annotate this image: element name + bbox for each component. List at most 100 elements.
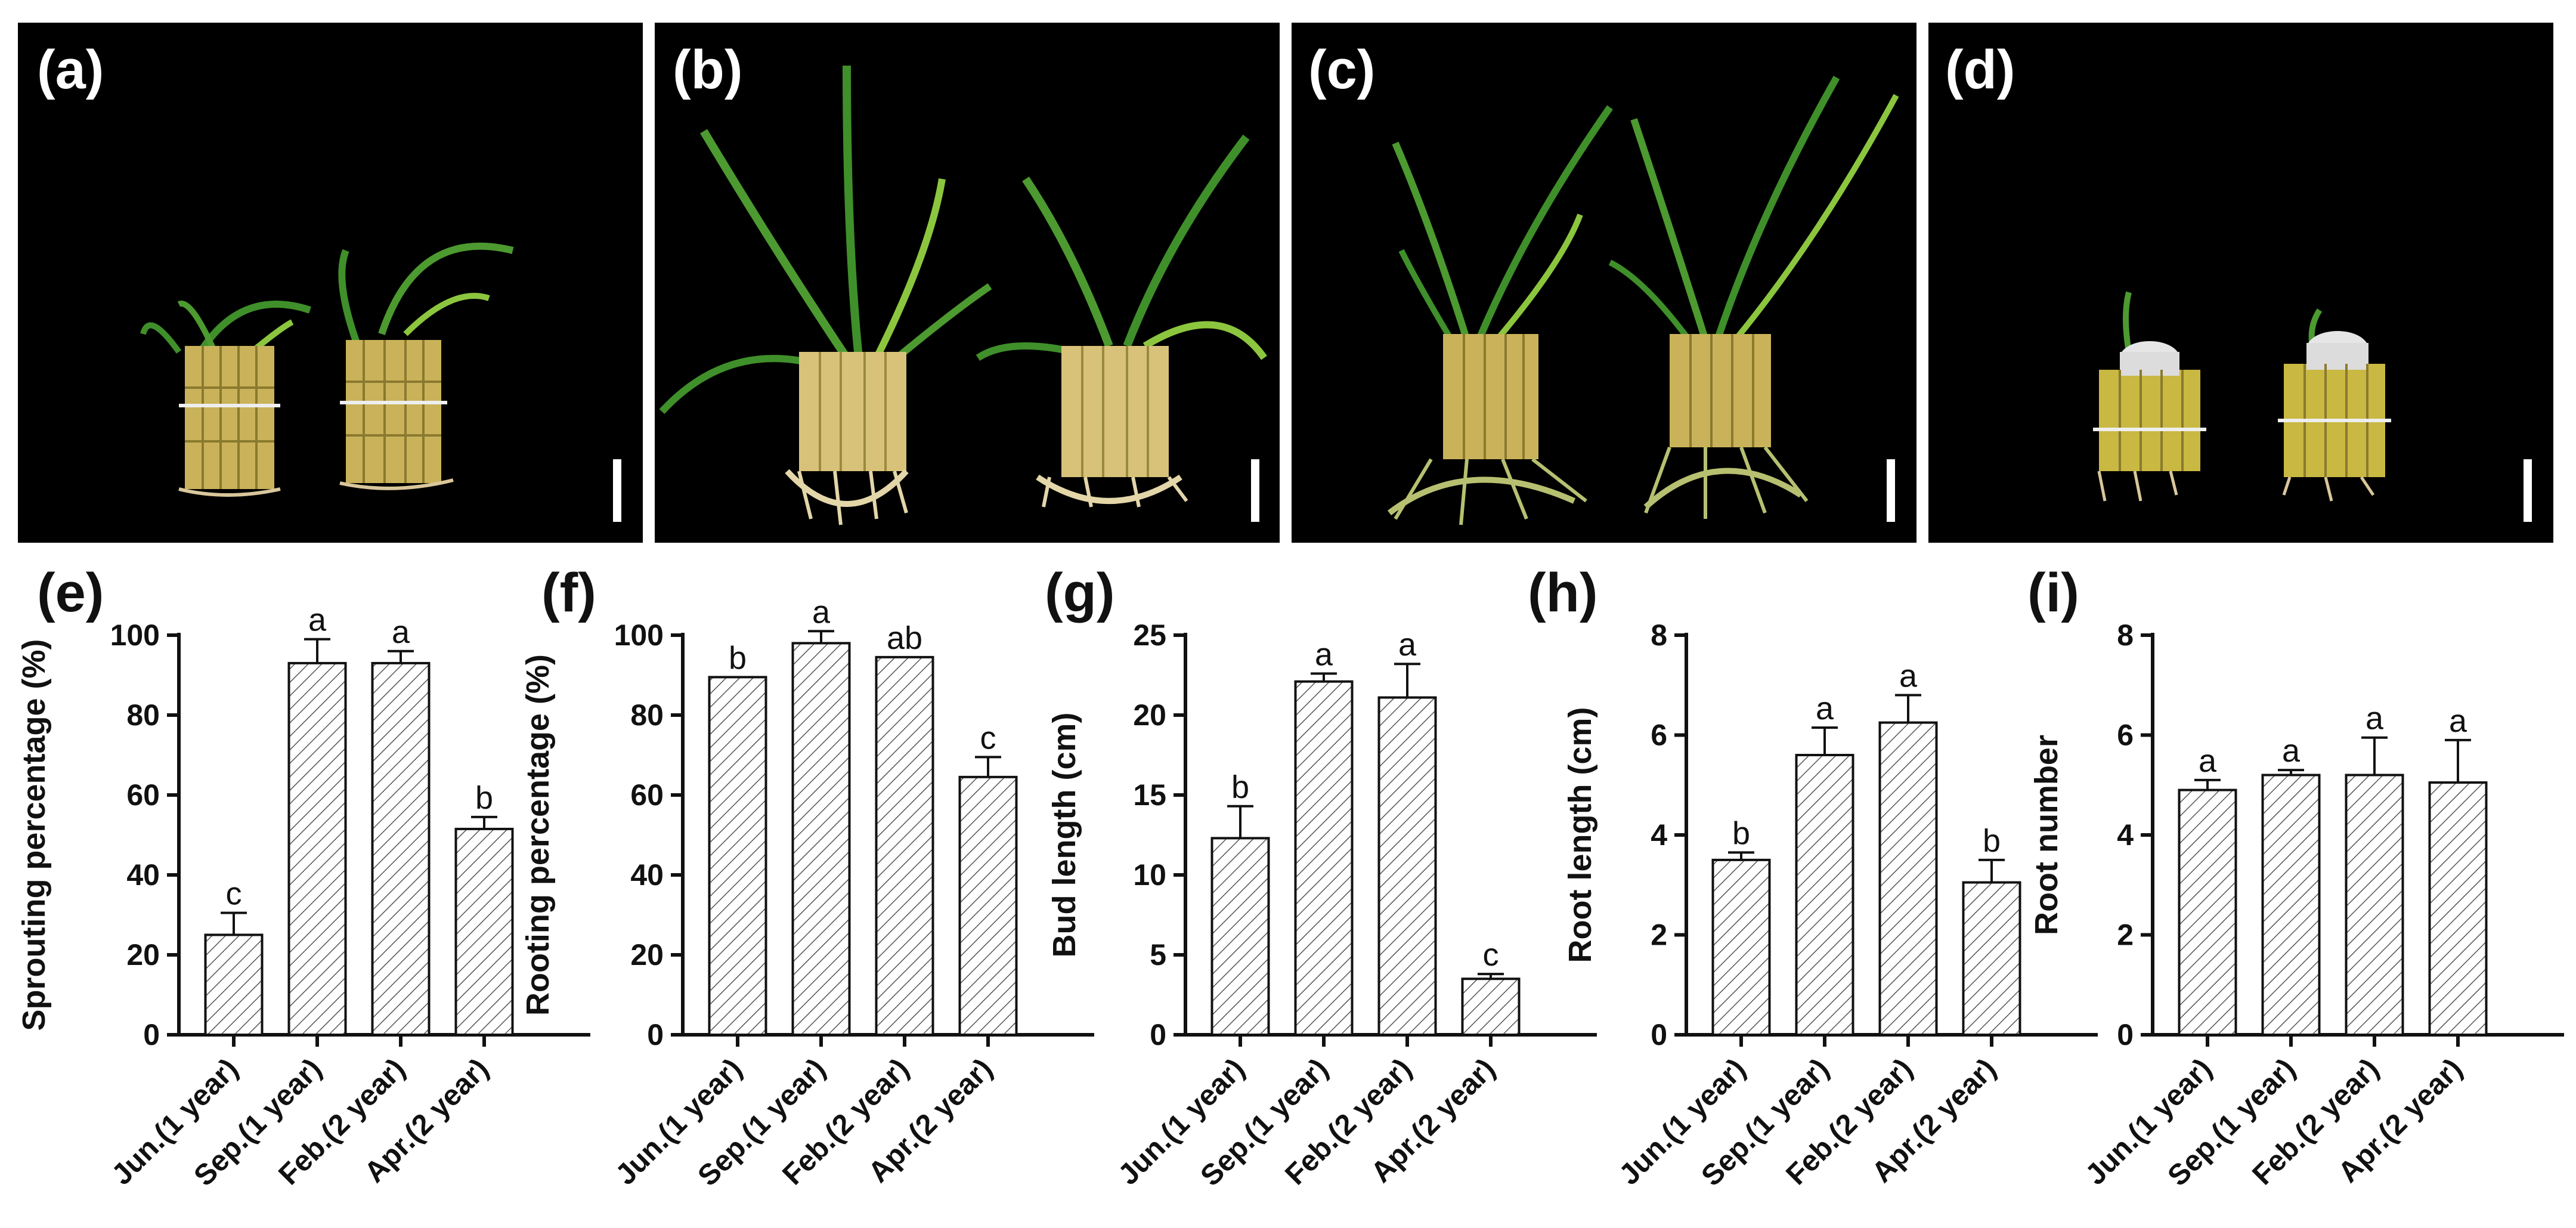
significance-letter: a — [1398, 627, 1417, 663]
bar — [1294, 680, 1354, 1036]
significance-letter: b — [475, 780, 493, 816]
y-axis-title: Root number — [2029, 735, 2064, 935]
significance-letter: b — [1983, 823, 2001, 859]
significance-letter: a — [1899, 658, 1918, 694]
significance-letter: a — [2282, 733, 2301, 769]
scale-bar — [2524, 459, 2532, 522]
y-tick-label: 2 — [2117, 918, 2134, 952]
bar — [875, 655, 934, 1036]
significance-letter: a — [812, 594, 831, 630]
bar — [1878, 721, 1938, 1036]
bar — [1210, 837, 1270, 1036]
y-tick-label: 20 — [630, 938, 664, 972]
bar — [1711, 858, 1771, 1036]
y-tick-label: 40 — [630, 858, 664, 892]
photo-panel-d: (d) — [1928, 23, 2553, 543]
bar — [2178, 788, 2237, 1036]
cane-bundle-7 — [2093, 291, 2206, 502]
y-tick-label: 8 — [1651, 618, 1667, 652]
y-tick-label: 60 — [630, 778, 664, 812]
bar — [1795, 754, 1854, 1036]
y-tick-label: 20 — [126, 938, 160, 972]
y-tick-label: 4 — [1651, 818, 1667, 852]
bar — [2428, 781, 2488, 1036]
bar — [454, 827, 514, 1036]
significance-letter: c — [980, 720, 996, 756]
bar — [791, 642, 851, 1036]
y-tick-label: 80 — [126, 698, 160, 732]
y-axis-title: Rooting percentage (%) — [520, 654, 556, 1016]
y-tick-label: 0 — [647, 1018, 664, 1051]
y-tick-label: 6 — [2117, 719, 2134, 752]
significance-letter: a — [2366, 701, 2384, 737]
y-axis-title: Root length (cm) — [1562, 707, 1598, 963]
significance-letter: b — [1231, 769, 1249, 805]
chart-panel-label: (e) — [37, 562, 104, 623]
bar — [1377, 696, 1437, 1036]
photo-label-c: (c) — [1308, 39, 1375, 100]
scale-bar — [613, 459, 621, 522]
y-tick-label: 6 — [1651, 719, 1667, 752]
bar — [708, 676, 767, 1036]
y-tick-label: 100 — [110, 618, 160, 652]
significance-letter: a — [308, 602, 327, 638]
photo-label-d: (d) — [1945, 39, 2015, 100]
y-tick-label: 5 — [1150, 938, 1166, 972]
y-tick-label: 8 — [2117, 618, 2134, 652]
cane-bundle-3 — [659, 65, 992, 525]
y-tick-label: 15 — [1133, 778, 1166, 812]
cane-bundle-8 — [2278, 308, 2391, 502]
y-tick-label: 0 — [1651, 1018, 1667, 1051]
significance-letter: a — [1315, 636, 1333, 672]
bar — [2345, 774, 2404, 1036]
bar — [958, 775, 1018, 1036]
cane-bundle-2 — [338, 242, 514, 490]
scale-bar — [1251, 459, 1259, 522]
bar — [204, 933, 264, 1036]
cane-bundle-4 — [976, 134, 1267, 508]
significance-letter: c — [1483, 937, 1499, 973]
cane-bundle-5 — [1387, 105, 1613, 525]
y-tick-label: 2 — [1651, 918, 1667, 952]
photo-panel-b: (b) — [655, 23, 1280, 543]
y-tick-label: 25 — [1133, 618, 1166, 652]
chart-panel-label: (h) — [1528, 562, 1597, 623]
significance-letter: ab — [887, 620, 922, 656]
significance-letter: a — [392, 614, 410, 650]
y-tick-label: 60 — [126, 778, 160, 812]
y-tick-label: 4 — [2117, 818, 2134, 852]
cane-bundle-1 — [140, 301, 311, 497]
bar — [287, 661, 347, 1036]
photo-label-a: (a) — [37, 39, 104, 100]
chart-panel-label: (f) — [541, 562, 596, 623]
y-axis-title: Sprouting percentage (%) — [16, 639, 52, 1031]
y-axis-title: Bud length (cm) — [1046, 713, 1082, 958]
y-tick-label: 40 — [126, 858, 160, 892]
significance-letter: b — [729, 640, 747, 676]
y-tick-label: 0 — [2117, 1018, 2134, 1051]
y-tick-label: 0 — [143, 1018, 160, 1051]
significance-letter: a — [2199, 743, 2217, 779]
significance-letter: c — [226, 876, 242, 912]
y-tick-label: 80 — [630, 698, 664, 732]
photo-panel-c: (c) — [1292, 23, 1916, 543]
y-tick-label: 100 — [614, 618, 664, 652]
y-tick-label: 20 — [1133, 698, 1166, 732]
y-tick-label: 0 — [1150, 1018, 1166, 1051]
chart-panel-label: (i) — [2027, 562, 2079, 623]
y-tick-label: 10 — [1133, 858, 1166, 892]
photo-panel-a: (a) — [18, 23, 643, 543]
significance-letter: b — [1732, 815, 1750, 851]
scale-bar — [1887, 459, 1895, 522]
cane-bundle-6 — [1608, 76, 1899, 519]
bar — [1962, 881, 2021, 1036]
bar — [1461, 978, 1521, 1036]
bar — [371, 661, 431, 1036]
chart-panel-label: (g) — [1045, 562, 1114, 623]
